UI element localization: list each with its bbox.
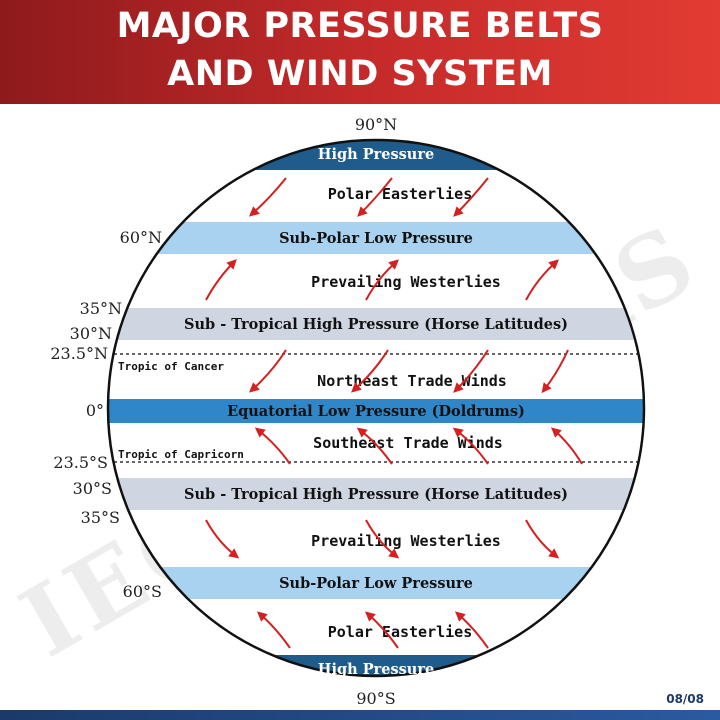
arrow-polar-south-3 [454,611,489,649]
label-high-pressure-south: High Pressure [318,661,434,678]
arrow-polar-north-2 [357,177,393,217]
lat-23-5s: 23.5°S [53,453,108,472]
arrow-westerlies-north-3 [525,259,559,301]
band-subpolar-low-north [108,222,644,254]
lat-30n: 30°N [70,324,112,343]
arrow-polar-north-1 [249,177,287,217]
arrow-ne-trade-4 [541,349,569,394]
label-equatorial-low: Equatorial Low Pressure (Doldrums) [227,403,525,420]
label-westerlies-south: Prevailing Westerlies [311,532,501,550]
lat-90s: 90°S [356,689,395,708]
arrow-polar-south-1 [256,611,291,649]
label-southeast-trades: Southeast Trade Winds [313,434,503,452]
band-subpolar-low-south [108,567,644,599]
arrow-polar-south-2 [364,611,399,649]
arrow-se-trade-4 [550,427,583,465]
lat-23-5n: 23.5°N [50,344,108,363]
arrow-westerlies-south-1 [205,519,240,559]
lat-35s: 35°S [81,508,120,527]
arrow-ne-trade-1 [249,349,287,393]
lat-30s: 30°S [73,479,112,498]
label-tropic-of-cancer: Tropic of Cancer [118,360,224,373]
lat-60s: 60°S [123,582,162,601]
arrow-westerlies-south-2 [365,519,400,559]
arrow-ne-trade-3 [453,349,489,393]
globe-outline [106,138,646,678]
arrow-se-trade-1 [254,427,291,465]
arrow-westerlies-north-2 [365,259,399,301]
title-banner: MAJOR PRESSURE BELTS AND WIND SYSTEM [0,0,720,104]
lat-equator: 0° [86,401,104,420]
label-tropic-of-capricorn: Tropic of Capricorn [118,448,244,461]
arrow-westerlies-north-1 [205,259,237,301]
label-polar-easterlies-north: Polar Easterlies [328,185,473,203]
label-subpolar-low-south: Sub-Polar Low Pressure [279,575,473,592]
arrow-se-trade-3 [452,427,489,465]
label-westerlies-north: Prevailing Westerlies [311,273,501,291]
page-number: 08/08 [666,692,704,706]
title-line-2: AND WIND SYSTEM [167,54,553,94]
band-subtropical-high-north [108,308,644,340]
arrow-ne-trade-2 [351,349,389,393]
wind-arrows [205,177,583,649]
label-subtropical-high-north: Sub - Tropical High Pressure (Horse Lati… [184,316,568,333]
arrow-polar-north-3 [453,177,489,217]
label-polar-easterlies-south: Polar Easterlies [328,623,473,641]
label-subpolar-low-north: Sub-Polar Low Pressure [279,230,473,247]
arrow-se-trade-2 [356,427,393,465]
arrow-westerlies-south-3 [525,519,560,559]
band-subtropical-high-south [108,478,644,510]
title-line-1: MAJOR PRESSURE BELTS [116,6,604,46]
label-subtropical-high-south: Sub - Tropical High Pressure (Horse Lati… [184,486,568,503]
lat-35n: 35°N [80,299,122,318]
footer-bar [0,710,720,720]
lat-90n: 90°N [355,115,397,134]
band-equatorial-low [108,399,644,423]
label-high-pressure-north: High Pressure [318,146,434,163]
lat-60n: 60°N [120,228,162,247]
label-northeast-trades: Northeast Trade Winds [317,372,507,390]
